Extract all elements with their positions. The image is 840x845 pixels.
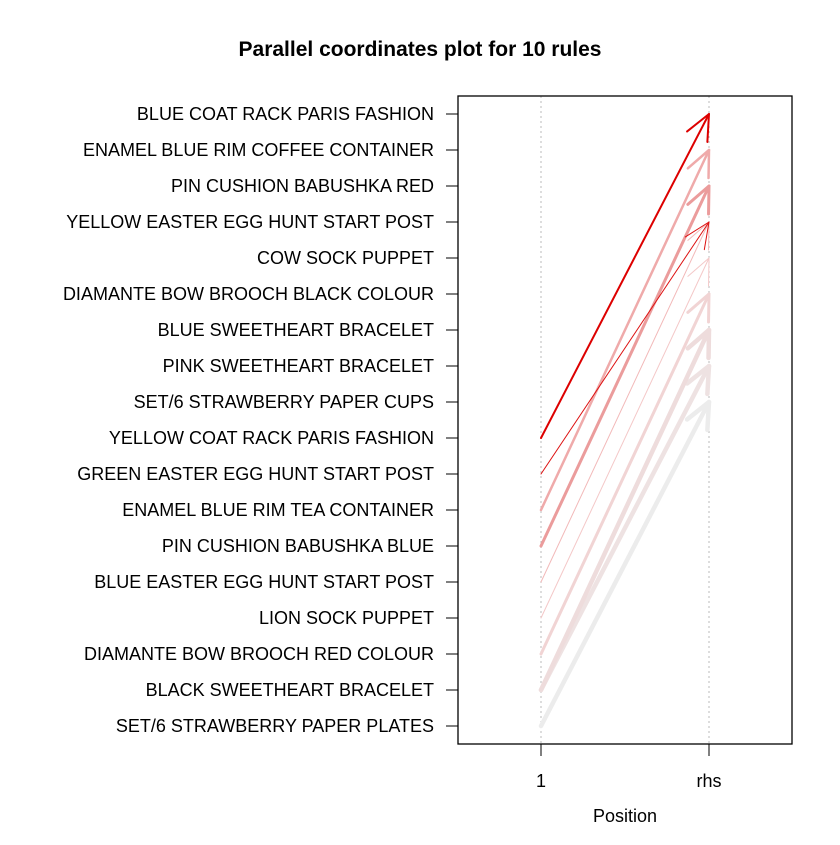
rule-arrow bbox=[539, 148, 711, 512]
rule-arrow bbox=[540, 221, 710, 475]
y-tick-label: ENAMEL BLUE RIM TEA CONTAINER bbox=[122, 500, 434, 520]
rule-line bbox=[540, 257, 710, 619]
y-tick-label: GREEN EASTER EGG HUNT START POST bbox=[77, 464, 434, 484]
y-tick-label: ENAMEL BLUE RIM COFFEE CONTAINER bbox=[83, 140, 434, 160]
y-tick-label: SET/6 STRAWBERRY PAPER PLATES bbox=[116, 716, 434, 736]
chart-title: Parallel coordinates plot for 10 rules bbox=[239, 38, 602, 61]
x-tick-label: rhs bbox=[696, 771, 721, 791]
x-axis: 1 rhs bbox=[536, 744, 722, 791]
rule-line bbox=[540, 221, 710, 475]
x-axis-label: Position bbox=[593, 806, 657, 826]
y-tick-label: LION SOCK PUPPET bbox=[259, 608, 434, 628]
rule-arrowhead bbox=[684, 363, 712, 397]
y-tick-label: YELLOW COAT RACK PARIS FASHION bbox=[109, 428, 434, 448]
rule-line bbox=[539, 292, 711, 656]
rule-arrowhead bbox=[686, 113, 710, 143]
rule-arrowhead bbox=[684, 221, 710, 251]
y-tick-label: COW SOCK PUPPET bbox=[257, 248, 434, 268]
grid-lines bbox=[540, 96, 710, 744]
rule-arrow bbox=[538, 399, 712, 729]
y-tick-label: BLUE COAT RACK PARIS FASHION bbox=[137, 104, 434, 124]
x-tick-label: 1 bbox=[536, 771, 546, 791]
rule-line bbox=[538, 327, 712, 693]
rule-line bbox=[540, 113, 710, 439]
y-tick-label: YELLOW EASTER EGG HUNT START POST bbox=[66, 212, 434, 232]
rule-arrow bbox=[540, 113, 710, 439]
y-tick-label: PIN CUSHION BABUSHKA BLUE bbox=[162, 536, 434, 556]
y-axis: BLUE COAT RACK PARIS FASHION ENAMEL BLUE … bbox=[63, 104, 458, 736]
plot-frame bbox=[457, 95, 793, 745]
rule-line bbox=[538, 399, 712, 729]
y-tick-label: DIAMANTE BOW BROOCH RED COLOUR bbox=[84, 644, 434, 664]
rule-arrowhead bbox=[686, 148, 711, 180]
y-tick-label: PINK SWEETHEART BRACELET bbox=[163, 356, 434, 376]
rule-arrow bbox=[538, 363, 712, 693]
y-tick-label: BLUE SWEETHEART BRACELET bbox=[158, 320, 434, 340]
rule-arrowhead bbox=[684, 399, 712, 433]
rule-line bbox=[539, 148, 711, 512]
rule-arrow bbox=[539, 184, 711, 548]
rule-arrow bbox=[539, 292, 711, 656]
y-tick-label: BLUE EASTER EGG HUNT START POST bbox=[94, 572, 434, 592]
rule-line bbox=[539, 184, 711, 548]
rule-arrowhead bbox=[686, 292, 711, 324]
rule-line bbox=[540, 221, 710, 583]
y-tick-label: DIAMANTE BOW BROOCH BLACK COLOUR bbox=[63, 284, 434, 304]
rule-arrowhead bbox=[685, 327, 712, 361]
y-tick-label: SET/6 STRAWBERRY PAPER CUPS bbox=[134, 392, 434, 412]
rule-arrow bbox=[538, 327, 712, 693]
y-tick-label: PIN CUSHION BABUSHKA RED bbox=[171, 176, 434, 196]
rule-arrowhead bbox=[686, 184, 711, 216]
rule-arrowhead bbox=[687, 257, 710, 287]
rule-arrows bbox=[538, 113, 712, 729]
rule-line bbox=[538, 363, 712, 693]
rule-arrow bbox=[540, 257, 710, 619]
y-tick-label: BLACK SWEETHEART BRACELET bbox=[146, 680, 434, 700]
